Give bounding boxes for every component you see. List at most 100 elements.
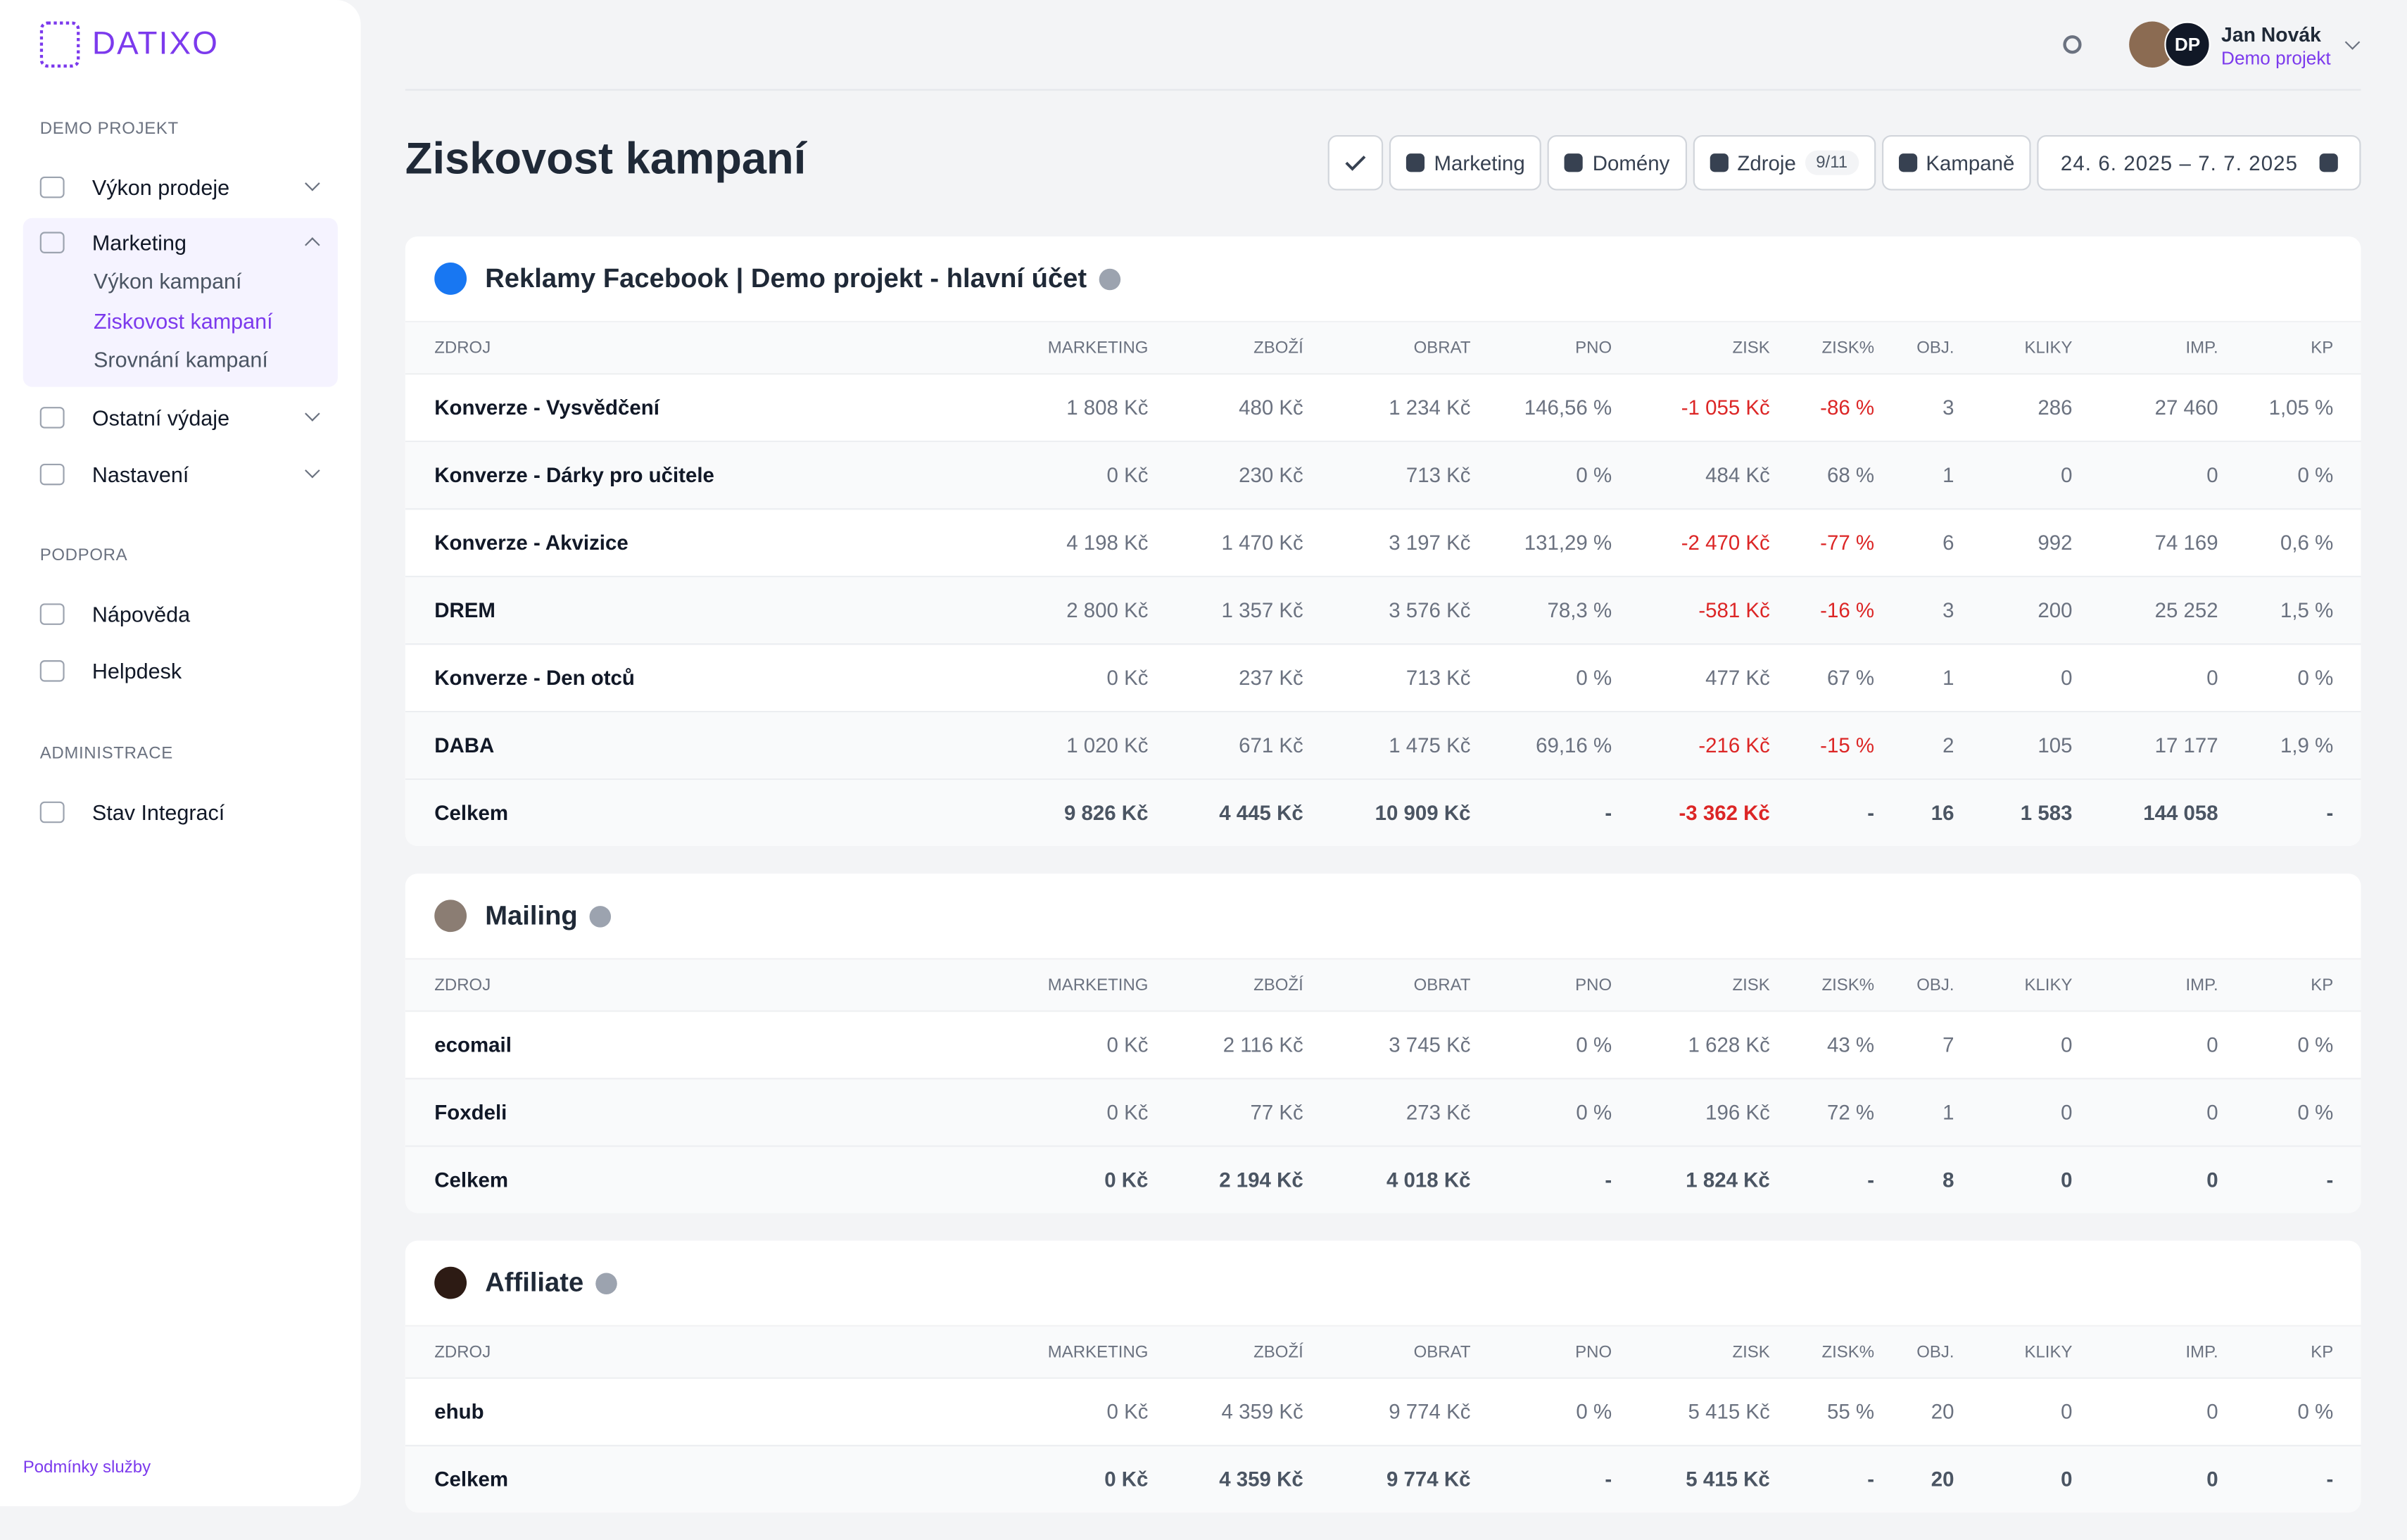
filter-icon: [1565, 153, 1584, 172]
user-name[interactable]: Jan Novák: [2221, 23, 2321, 46]
cell: 55 %: [1826, 1400, 1875, 1424]
table-row: ehub 0 Kč 4 359 Kč 9 774 Kč 0 % 5 415 Kč 55 % 2…: [405, 1379, 2361, 1446]
cell: 0: [2206, 1400, 2218, 1424]
logo[interactable]: DATIXO: [39, 21, 219, 68]
filter-label: Zdroje: [1737, 151, 1796, 175]
nav-subitem[interactable]: Výkon kampaní: [94, 268, 242, 294]
header-divider: [405, 89, 2361, 91]
cell: 237 Kč: [1239, 666, 1303, 690]
cell: 4 359 Kč: [1221, 1400, 1303, 1424]
section-title: PODPORA: [39, 546, 128, 565]
nav-item[interactable]: Nastavení: [39, 451, 324, 497]
cell: 0 Kč: [1104, 1168, 1149, 1192]
cell: 0 Kč: [1106, 463, 1149, 487]
logo-icon: [39, 21, 80, 68]
nav-icon: [39, 603, 65, 625]
source-icon: [434, 1266, 467, 1299]
cell: 992: [2038, 531, 2073, 555]
cell: 200: [2038, 598, 2073, 622]
cell: -: [1605, 801, 1612, 825]
cell: -: [1867, 1468, 1875, 1491]
project-avatar[interactable]: DP: [2164, 21, 2211, 68]
cell: 146,56 %: [1524, 396, 1612, 419]
cell: -2 470 Kč: [1681, 531, 1770, 555]
user-project[interactable]: Demo projekt: [2221, 47, 2331, 70]
filter-button[interactable]: Kampaně: [1881, 134, 2032, 191]
cell: 477 Kč: [1705, 666, 1770, 690]
cell: Konverze - Vysvědčení: [434, 396, 659, 419]
cell: 4 359 Kč: [1219, 1468, 1303, 1491]
nav-item[interactable]: Helpdesk: [39, 648, 324, 694]
app: DATIXO DEMO PROJEKT Výkon prodeje Marketin…: [0, 0, 2361, 1513]
column-header: KLIKY: [2024, 976, 2073, 995]
filter-button[interactable]: Marketing: [1389, 134, 1542, 191]
column-header: OBJ.: [1916, 1342, 1954, 1361]
nav-icon: [39, 232, 65, 253]
sidebar: DATIXO DEMO PROJEKT Výkon prodeje Marketin…: [0, 0, 361, 1507]
cell: 0: [2061, 1468, 2073, 1491]
column-header: OBJ.: [1916, 976, 1954, 995]
cell: 0: [2206, 463, 2218, 487]
nav-item[interactable]: Stav Integrací: [39, 789, 324, 835]
cell: 713 Kč: [1405, 463, 1471, 487]
column-header: KP: [2311, 976, 2334, 995]
nav-subitem[interactable]: Ziskovost kampaní: [94, 308, 273, 333]
theme-toggle[interactable]: [2063, 35, 2082, 54]
cell: 43 %: [1826, 1033, 1875, 1056]
column-header: ZISK%: [1821, 976, 1875, 995]
nav-subitem[interactable]: Srovnání kampaní: [94, 347, 268, 372]
apply-button[interactable]: [1327, 134, 1384, 191]
date-range[interactable]: 24. 6. 2025 – 7. 7. 2025: [2038, 134, 2361, 191]
filter-button[interactable]: Domény: [1548, 134, 1687, 191]
nav-icon: [39, 463, 65, 486]
cell: 8: [1942, 1168, 1954, 1192]
cell: 0: [2206, 1033, 2218, 1056]
cell: -: [1867, 1168, 1875, 1192]
column-header: PNO: [1575, 1342, 1612, 1361]
card-header: Mailing: [405, 873, 2361, 960]
cell: 1 824 Kč: [1686, 1168, 1770, 1192]
terms-link[interactable]: Podmínky služby: [23, 1458, 151, 1477]
cell: -: [1605, 1468, 1612, 1491]
nav-icon: [39, 407, 65, 429]
cell: 273 Kč: [1405, 1101, 1471, 1124]
cell: 0 Kč: [1106, 1033, 1149, 1056]
column-header: KLIKY: [2024, 339, 2073, 358]
column-header: KP: [2311, 339, 2334, 358]
info-icon[interactable]: [590, 904, 612, 927]
cell: 713 Kč: [1405, 666, 1471, 690]
nav-item[interactable]: Nápověda: [39, 591, 324, 637]
column-header: PNO: [1575, 976, 1612, 995]
cell: 0: [2061, 1400, 2073, 1424]
cell: 480 Kč: [1239, 396, 1303, 419]
cell: 230 Kč: [1239, 463, 1303, 487]
filters: Marketing Domény Zdroje 9/11 Kampaně 24. 6. 2…: [1327, 134, 2361, 191]
table-row: Foxdeli 0 Kč 77 Kč 273 Kč 0 % 196 Kč 72 % 1 0 0 0 …: [405, 1079, 2361, 1147]
nav-item[interactable]: Výkon prodeje: [39, 164, 324, 210]
cell: 0 %: [1576, 1033, 1612, 1056]
nav-label: Helpdesk: [91, 658, 182, 683]
cell: 20: [1931, 1400, 1954, 1424]
cell: 144 058: [2143, 801, 2218, 825]
cell: 3: [1942, 396, 1954, 419]
info-icon[interactable]: [1099, 267, 1121, 290]
filter-button[interactable]: Zdroje 9/11: [1693, 134, 1876, 191]
cell: 10 909 Kč: [1375, 801, 1471, 825]
source-icon: [434, 263, 467, 295]
table-card: Mailing ZDROJ MARKETING ZBOŽÍ OBRAT PNO ZISK ZI…: [405, 873, 2361, 1213]
cell: 17 177: [2154, 733, 2218, 757]
user-menu-chevron[interactable]: [2344, 34, 2361, 50]
chevron: [305, 175, 320, 191]
filter-label: Marketing: [1434, 151, 1525, 175]
date-text: 24. 6. 2025 – 7. 7. 2025: [2060, 151, 2299, 175]
info-icon[interactable]: [595, 1272, 618, 1294]
nav-item[interactable]: Ostatní výdaje: [39, 395, 324, 441]
cell: 5 415 Kč: [1688, 1400, 1770, 1424]
filter-icon: [1406, 153, 1425, 172]
check-icon: [1345, 156, 1366, 171]
cell: 67 %: [1826, 666, 1875, 690]
cell: 1 475 Kč: [1389, 733, 1471, 757]
cell: Celkem: [434, 1468, 509, 1491]
nav-item[interactable]: Marketing: [39, 220, 324, 265]
cell: 0 Kč: [1104, 1468, 1149, 1491]
